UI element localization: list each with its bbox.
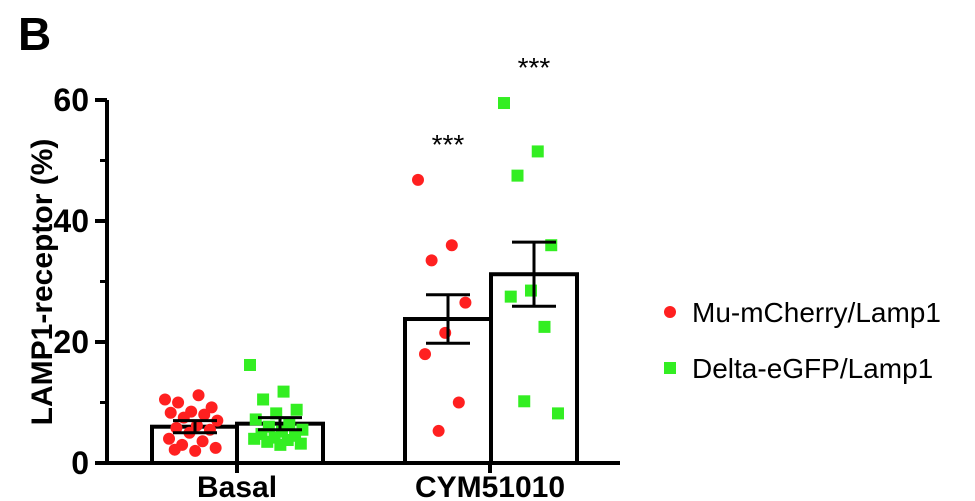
y-tick-label-20: 20 [53,324,89,360]
y-tick-label-60: 60 [53,82,89,118]
point-mu-mcherry-lamp1-basal-2 [172,396,185,409]
point-delta-egfp-lamp1-cym51010-0 [498,97,510,110]
point-delta-egfp-lamp1-cym51010-2 [511,169,524,182]
point-delta-egfp-lamp1-cym51010-7 [518,395,531,408]
legend-label-delta-egfp-lamp1: Delta-eGFP/Lamp1 [692,353,933,384]
point-delta-egfp-lamp1-cym51010-1 [531,145,544,158]
x-tick-label-cym51010: CYM51010 [415,471,565,501]
point-delta-egfp-lamp1-basal-2 [257,393,270,406]
point-delta-egfp-lamp1-cym51010-8 [551,407,564,420]
point-delta-egfp-lamp1-basal-15 [261,435,274,448]
point-mu-mcherry-lamp1-basal-3 [205,401,218,414]
legend-marker-delta-egfp-lamp1 [664,362,676,374]
legend-label-mu-mcherry-lamp1: Mu-mCherry/Lamp1 [692,297,941,328]
point-mu-mcherry-lamp1-basal-1 [192,389,205,402]
point-mu-mcherry-lamp1-cym51010-0 [412,173,424,186]
point-mu-mcherry-lamp1-basal-5 [164,406,177,419]
y-tick-label-40: 40 [53,203,89,239]
point-mu-mcherry-lamp1-basal-17 [189,444,202,457]
point-delta-egfp-lamp1-basal-16 [294,437,307,450]
point-delta-egfp-lamp1-cym51010-5 [504,290,517,303]
point-delta-egfp-lamp1-basal-17 [274,438,287,451]
point-mu-mcherry-lamp1-cym51010-3 [459,296,472,309]
point-mu-mcherry-lamp1-cym51010-5 [419,348,432,361]
chart-axes: 0 20 40 60 Basal CYM51010 [53,82,620,501]
point-delta-egfp-lamp1-basal-10 [255,427,268,440]
point-mu-mcherry-lamp1-basal-6 [198,408,211,421]
point-mu-mcherry-lamp1-cym51010-6 [452,396,465,409]
panel-label: B [18,8,51,60]
annotation-0: *** [432,129,465,160]
point-delta-egfp-lamp1-basal-3 [290,403,303,416]
y-tick-label-0: 0 [71,445,89,481]
annotation-1: *** [518,52,551,83]
x-tick-label-basal: Basal [197,471,277,501]
point-delta-egfp-lamp1-basal-1 [277,385,290,398]
point-mu-mcherry-lamp1-basal-14 [196,435,209,448]
point-mu-mcherry-lamp1-basal-18 [168,443,181,456]
point-mu-mcherry-lamp1-basal-8 [211,414,224,427]
point-delta-egfp-lamp1-basal-13 [248,432,261,445]
point-mu-mcherry-lamp1-cym51010-2 [425,254,438,267]
chart-marks: *** *** [150,52,579,466]
point-delta-egfp-lamp1-basal-5 [249,413,262,426]
chart-legend: Mu-mCherry/Lamp1 Delta-eGFP/Lamp1 [664,297,941,384]
point-delta-egfp-lamp1-cym51010-6 [538,320,551,333]
y-axis-label: LAMP1-receptor (%) [26,139,59,426]
point-delta-egfp-lamp1-basal-0 [244,358,256,371]
point-mu-mcherry-lamp1-cym51010-1 [445,239,458,252]
point-mu-mcherry-lamp1-basal-0 [159,393,171,406]
point-mu-mcherry-lamp1-basal-10 [170,421,183,434]
point-mu-mcherry-lamp1-basal-16 [209,441,222,454]
point-mu-mcherry-lamp1-basal-13 [163,432,176,445]
legend-marker-mu-mcherry-lamp1 [664,306,676,318]
point-mu-mcherry-lamp1-cym51010-7 [432,424,445,437]
